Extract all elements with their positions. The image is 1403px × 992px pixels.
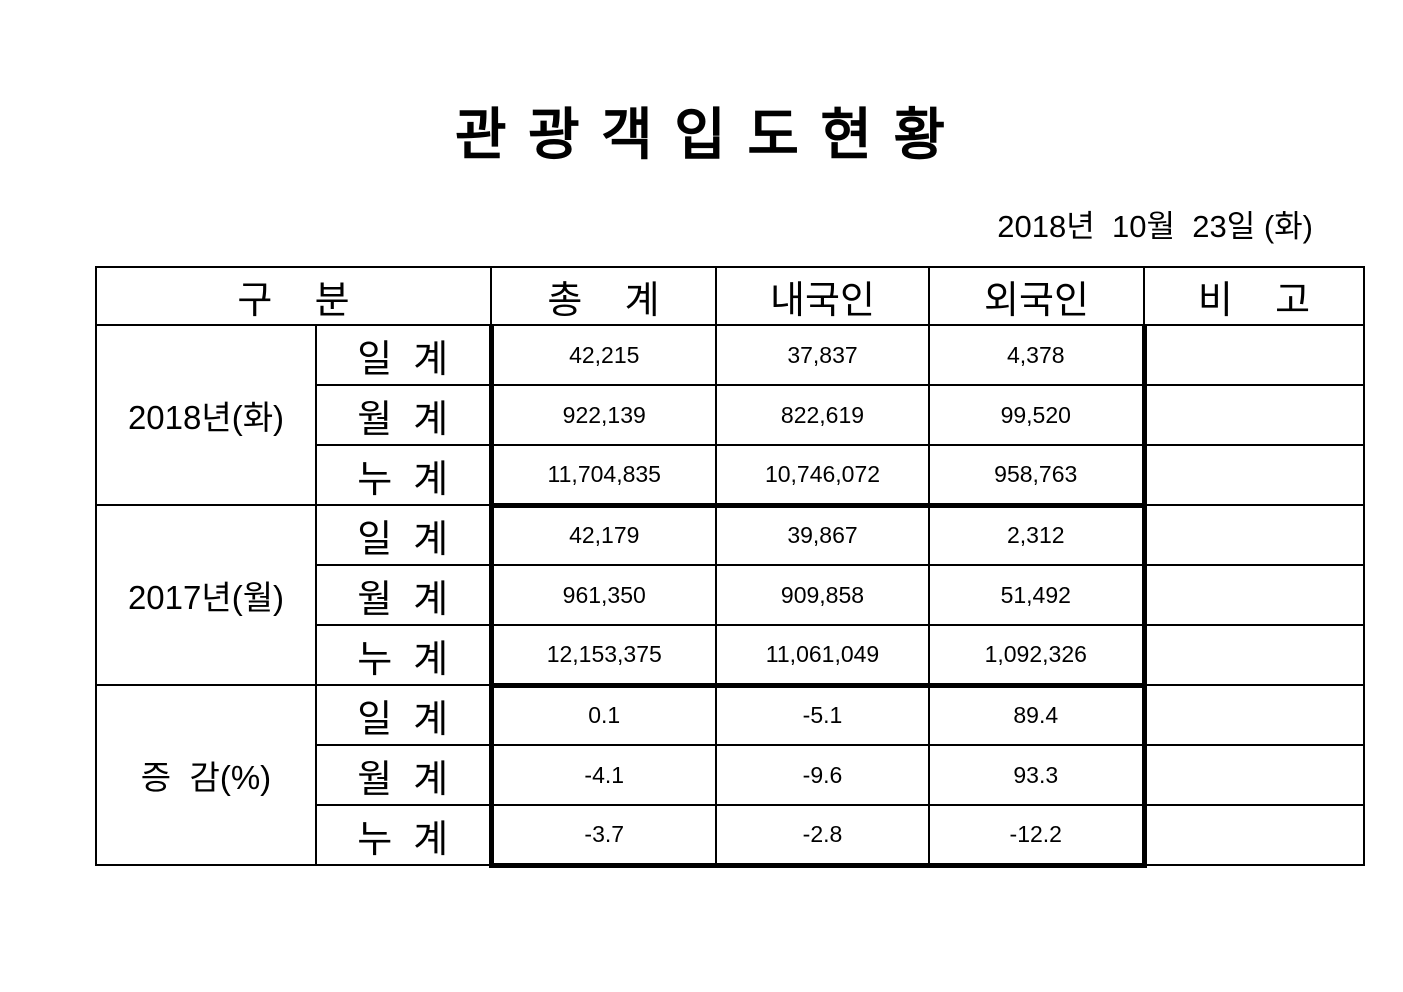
value-domestic: -2.8 bbox=[715, 804, 930, 868]
row-label-monthly: 월 계 bbox=[315, 564, 492, 626]
value-foreign: 51,492 bbox=[928, 564, 1147, 626]
value-domestic: 39,867 bbox=[715, 504, 930, 566]
remarks-cell bbox=[1143, 684, 1365, 746]
table-row: 2018년(화) 일 계 42,215 37,837 4,378 bbox=[95, 324, 1365, 506]
value-foreign: 958,763 bbox=[928, 444, 1147, 508]
header-total: 총 계 bbox=[490, 266, 717, 326]
value-domestic: 822,619 bbox=[715, 384, 930, 446]
value-domestic: 10,746,072 bbox=[715, 444, 930, 508]
row-label-daily: 일 계 bbox=[315, 504, 492, 566]
value-domestic: -5.1 bbox=[715, 684, 930, 746]
value-foreign: 99,520 bbox=[928, 384, 1147, 446]
remarks-cell bbox=[1143, 324, 1365, 386]
table-row: 증 감(%) 일 계 0.1 -5.1 89.4 bbox=[95, 684, 1365, 866]
value-total: 961,350 bbox=[488, 564, 717, 626]
remarks-cell bbox=[1143, 744, 1365, 806]
value-foreign: 89.4 bbox=[928, 684, 1147, 746]
value-total: 11,704,835 bbox=[488, 444, 717, 508]
remarks-cell bbox=[1143, 564, 1365, 626]
row-label-monthly: 월 계 bbox=[315, 744, 492, 806]
value-total: 922,139 bbox=[488, 384, 717, 446]
row-label-daily: 일 계 bbox=[315, 324, 492, 386]
table-header-row: 구 분 총 계 내국인 외국인 비 고 bbox=[95, 266, 1365, 326]
value-foreign: -12.2 bbox=[928, 804, 1147, 868]
group-label-change-pct: 증 감(%) bbox=[95, 684, 317, 866]
remarks-cell bbox=[1143, 624, 1365, 686]
tourist-arrivals-table: 구 분 총 계 내국인 외국인 비 고 2018년(화) 일 계 42,215 … bbox=[95, 266, 1365, 868]
document-title: 관 광 객 입 도 현 황 bbox=[455, 103, 948, 166]
value-foreign: 1,092,326 bbox=[928, 624, 1147, 688]
value-foreign: 4,378 bbox=[928, 324, 1147, 386]
value-total: 42,179 bbox=[488, 504, 717, 566]
group-label-2018: 2018년(화) bbox=[95, 324, 317, 506]
remarks-cell bbox=[1143, 504, 1365, 566]
header-category: 구 분 bbox=[95, 266, 492, 326]
remarks-cell bbox=[1143, 444, 1365, 506]
value-domestic: 37,837 bbox=[715, 324, 930, 386]
table-row: 누 계 -3.7 -2.8 -12.2 bbox=[96, 804, 1365, 868]
row-label-daily: 일 계 bbox=[315, 684, 492, 746]
remarks-cell bbox=[1143, 384, 1365, 446]
table-row: 2017년(월) 일 계 42,179 39,867 2,312 bbox=[95, 504, 1365, 686]
value-domestic: 909,858 bbox=[715, 564, 930, 626]
value-foreign: 2,312 bbox=[928, 504, 1147, 566]
group-label-2017: 2017년(월) bbox=[95, 504, 317, 686]
header-foreign: 외국인 bbox=[928, 266, 1145, 326]
table-row: 누 계 12,153,375 11,061,049 1,092,326 bbox=[96, 624, 1365, 688]
document-date: 2018년 10월 23일 (화) bbox=[997, 209, 1313, 244]
row-label-cumulative: 누 계 bbox=[315, 444, 492, 506]
header-domestic: 내국인 bbox=[715, 266, 930, 326]
table-row: 월 계 961,350 909,858 51,492 bbox=[96, 564, 1365, 626]
value-total: 42,215 bbox=[488, 324, 717, 386]
value-total: 0.1 bbox=[488, 684, 717, 746]
row-label-cumulative: 누 계 bbox=[315, 804, 492, 866]
header-remarks: 비 고 bbox=[1143, 266, 1365, 326]
value-domestic: 11,061,049 bbox=[715, 624, 930, 688]
table-row: 월 계 922,139 822,619 99,520 bbox=[96, 384, 1365, 446]
value-domestic: -9.6 bbox=[715, 744, 930, 806]
value-foreign: 93.3 bbox=[928, 744, 1147, 806]
value-total: 12,153,375 bbox=[488, 624, 717, 688]
row-label-cumulative: 누 계 bbox=[315, 624, 492, 686]
table-row: 월 계 -4.1 -9.6 93.3 bbox=[96, 744, 1365, 806]
row-label-monthly: 월 계 bbox=[315, 384, 492, 446]
value-total: -3.7 bbox=[488, 804, 717, 868]
table-row: 누 계 11,704,835 10,746,072 958,763 bbox=[96, 444, 1365, 508]
remarks-cell bbox=[1143, 804, 1365, 866]
value-total: -4.1 bbox=[488, 744, 717, 806]
